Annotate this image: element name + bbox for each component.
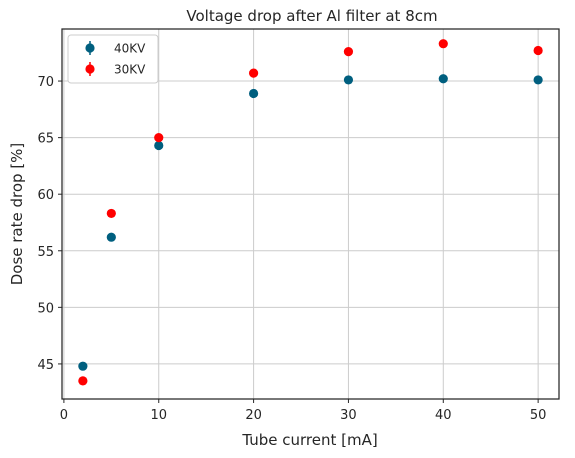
data-point bbox=[106, 208, 116, 219]
data-point bbox=[154, 133, 164, 143]
data-point bbox=[438, 74, 448, 84]
y-tick-label: 55 bbox=[37, 245, 54, 260]
data-point bbox=[533, 45, 543, 56]
series-30KV bbox=[78, 39, 543, 386]
legend: 40KV 30KV bbox=[67, 34, 159, 84]
legend-item: 30KV bbox=[85, 62, 146, 77]
y-axis-label: Dose rate drop [%] bbox=[8, 143, 26, 286]
chart-title: Voltage drop after Al filter at 8cm bbox=[186, 7, 437, 25]
grid-lines bbox=[62, 29, 559, 399]
data-points bbox=[78, 39, 543, 386]
y-tick-label: 65 bbox=[37, 132, 54, 147]
x-tick-label: 50 bbox=[530, 408, 547, 423]
data-point bbox=[343, 75, 354, 85]
legend-marker bbox=[85, 64, 95, 74]
data-point bbox=[343, 47, 354, 57]
legend-item: 40KV bbox=[85, 41, 146, 56]
x-tick-label: 20 bbox=[245, 408, 262, 423]
x-tick-label: 30 bbox=[340, 408, 357, 423]
data-point bbox=[248, 88, 259, 99]
x-axis-ticks: 0 10 20 30 40 50 bbox=[60, 399, 547, 423]
legend-label: 30KV bbox=[114, 63, 146, 77]
data-point bbox=[106, 232, 116, 242]
x-tick-label: 10 bbox=[150, 408, 167, 423]
legend-label: 40KV bbox=[114, 42, 146, 56]
y-tick-label: 60 bbox=[37, 188, 54, 203]
data-point bbox=[248, 68, 259, 78]
data-point bbox=[78, 361, 88, 371]
legend-marker bbox=[85, 43, 95, 53]
x-axis-label: Tube current [mA] bbox=[241, 431, 377, 449]
x-tick-label: 40 bbox=[435, 408, 452, 423]
series-40KV bbox=[78, 74, 543, 371]
y-tick-label: 50 bbox=[37, 301, 54, 316]
y-tick-label: 70 bbox=[37, 75, 54, 90]
data-point bbox=[533, 75, 543, 85]
data-point bbox=[78, 376, 88, 386]
data-point bbox=[438, 39, 448, 49]
y-tick-label: 45 bbox=[37, 358, 54, 373]
data-point bbox=[154, 140, 164, 151]
x-tick-label: 0 bbox=[60, 408, 68, 423]
plot-frame bbox=[61, 28, 560, 400]
y-axis-ticks: 45 50 55 60 65 70 bbox=[37, 75, 62, 373]
